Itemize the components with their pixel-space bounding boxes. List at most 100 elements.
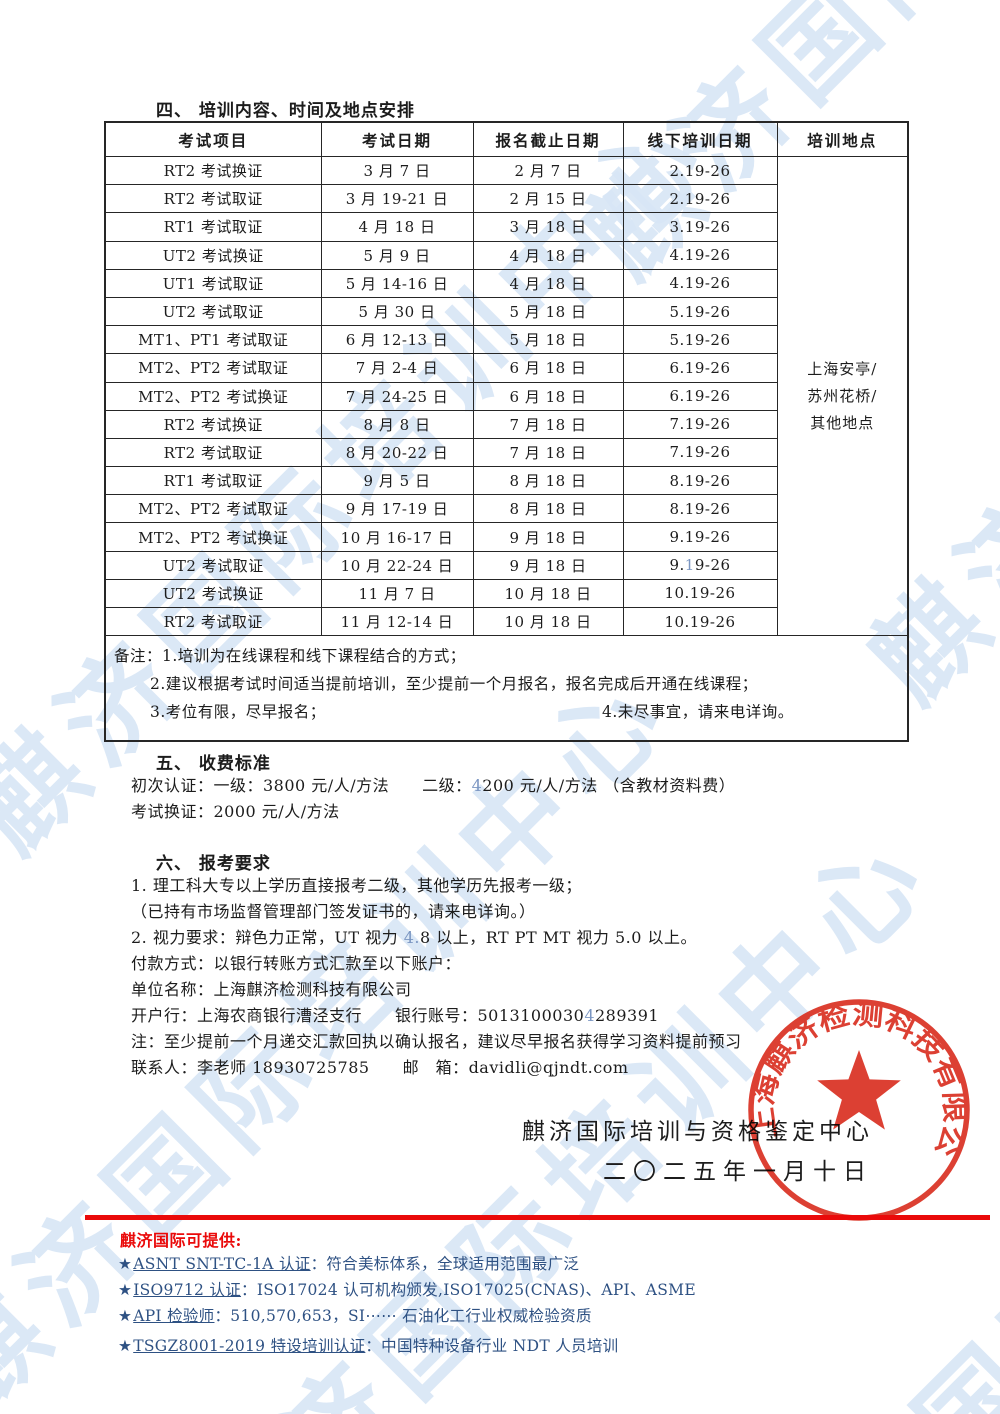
table-cell-offline: 9.19-26 xyxy=(622,550,778,580)
footer-divider-line xyxy=(85,1215,990,1220)
footer-item-tsgz: ★TSGZ8001-2019 特设培训认证：中国特种设备行业 NDT 人员培训 xyxy=(118,1334,618,1356)
footer-item-lead: TSGZ8001-2019 特设培训认证 xyxy=(133,1337,366,1355)
table-cell-deadline: 4 月 18 日 xyxy=(472,240,624,270)
table-cell-deadline: 6 月 18 日 xyxy=(472,353,624,383)
note-4: 4.未尽事宜，请来电详询。 xyxy=(602,703,794,722)
table-cell-exam_date: 7 月 2-4 日 xyxy=(320,353,474,383)
table-cell-offline: 2.19-26 xyxy=(622,155,778,186)
table-row: RT2 考试取证 11 月 12-14 日 10 月 18 日 10.19-26 xyxy=(104,606,908,637)
fee-line-renewal: 考试换证：2000 元/人/方法 xyxy=(131,802,340,821)
table-cell-item: UT1 考试取证 xyxy=(104,268,322,298)
table-cell-deadline: 7 月 18 日 xyxy=(472,437,624,468)
table-cell-exam_date: 3 月 19-21 日 xyxy=(320,184,474,214)
table-cell-location-merged: 上海安亭/苏州花桥/其他地点 xyxy=(776,155,909,637)
bank-prefix: 开户行：上海农商银行漕泾支行 银行账号：5013100030 xyxy=(131,1006,585,1025)
table-cell-exam_date: 5 月 9 日 xyxy=(320,240,474,270)
stamp-star-icon xyxy=(817,1050,901,1130)
fee-initial-prefix: 初次认证：一级：3800 元/人/方法 二级： xyxy=(131,776,472,795)
contact-line: 联系人：李老师 18930725785 邮 箱：davidli@qjndt.co… xyxy=(131,1058,629,1077)
table-cell-offline: 10.19-26 xyxy=(622,578,778,609)
section6-title: 六、 报考要求 xyxy=(156,854,271,874)
signature-date: 二〇二五年一月十日 xyxy=(603,1159,873,1185)
table-cell-item: UT2 考试换证 xyxy=(104,240,322,270)
vision-edited-digit: 4. xyxy=(403,928,420,947)
table-cell-offline: 6.19-26 xyxy=(622,381,778,411)
table-cell-offline: 3.19-26 xyxy=(622,212,778,242)
table-cell-item: RT2 考试取证 xyxy=(104,184,322,214)
table-cell-item: MT1、PT1 考试取证 xyxy=(104,325,322,355)
footer-item-asnt: ★ASNT SNT-TC-1A 认证：符合美标体系，全球适用范围最广泛 xyxy=(118,1252,579,1274)
table-cell-exam_date: 5 月 14-16 日 xyxy=(320,268,474,298)
footer-item-lead: ISO9712 认证 xyxy=(133,1281,242,1299)
table-cell-offline: 7.19-26 xyxy=(622,437,778,468)
star-icon: ★ xyxy=(118,1337,133,1355)
payment-method-line: 付款方式：以银行转账方式汇款至以下账户： xyxy=(131,954,462,973)
table-cell-exam_date: 3 月 7 日 xyxy=(320,155,474,186)
footer-item-rest: ：510,570,653，SI⋯⋯ 石油化工行业权威检验资质 xyxy=(214,1307,592,1325)
table-cell-item: RT1 考试取证 xyxy=(104,212,322,242)
table-cell-item: MT2、PT2 考试换证 xyxy=(104,522,322,552)
table-cell-item: UT2 考试取证 xyxy=(104,550,322,580)
table-cell-item: UT2 考试取证 xyxy=(104,296,322,327)
table-cell-deadline: 2 月 7 日 xyxy=(472,155,624,186)
table-row: UT2 考试换证 11 月 7 日 10 月 18 日 10.19-26 xyxy=(104,578,908,609)
bank-suffix: 289391 xyxy=(595,1006,660,1025)
table-header-row: 考试项目 考试日期 报名截止日期 线下培训日期 培训地点 xyxy=(104,121,909,157)
table-cell-offline: 7.19-26 xyxy=(622,409,778,439)
footer-item-lead: API 检验师 xyxy=(133,1307,215,1325)
notes-row: 备注：1.培训为在线课程和线下课程结合的方式； 2.建议根据考试时间适当提前培训… xyxy=(104,635,909,742)
account-edited-digit: 4 xyxy=(584,1006,595,1025)
table-cell-offline: 5.19-26 xyxy=(622,325,778,355)
table-cell-item: MT2、PT2 考试取证 xyxy=(104,353,322,383)
table-cell-offline: 8.19-26 xyxy=(622,466,778,496)
table-cell-exam_date: 9 月 17-19 日 xyxy=(320,494,474,524)
star-icon: ★ xyxy=(118,1255,133,1273)
req-line-existing-cert: （已持有市场监督管理部门签发证书的，请来电详询。） xyxy=(131,902,536,921)
footer-item-iso9712: ★ISO9712 认证：ISO17024 认可机构颁发,ISO17025(CNA… xyxy=(118,1278,696,1300)
note-line-1: 备注：1.培训为在线课程和线下课程结合的方式； xyxy=(114,647,466,666)
table-cell-deadline: 5 月 18 日 xyxy=(472,296,624,327)
table-cell-exam_date: 8 月 8 日 xyxy=(320,409,474,439)
table-cell-item: UT2 考试换证 xyxy=(104,578,322,609)
table-cell-exam_date: 7 月 24-25 日 xyxy=(320,381,474,411)
section5-title: 五、 收费标准 xyxy=(156,754,271,774)
fee-initial-suffix: 200 元/人/方法 （含教材资料费） xyxy=(482,776,736,795)
footer-item-rest: ：中国特种设备行业 NDT 人员培训 xyxy=(365,1337,619,1355)
section4-title: 四、 培训内容、时间及地点安排 xyxy=(156,101,415,121)
table-cell-offline: 9.19-26 xyxy=(622,522,778,552)
req-line-vision: 2. 视力要求：辩色力正常，UT 视力 4.8 以上，RT PT MT 视力 5… xyxy=(131,928,697,948)
table-cell-offline: 2.19-26 xyxy=(622,184,778,214)
vision-suffix: 8 以上，RT PT MT 视力 5.0 以上。 xyxy=(419,928,698,947)
table-cell-deadline: 8 月 18 日 xyxy=(472,494,624,524)
bank-account-line: 开户行：上海农商银行漕泾支行 银行账号：50131000304289391 xyxy=(131,1006,659,1026)
req-line-education: 1. 理工科大专以上学历直接报考二级，其他学历先报考一级； xyxy=(131,876,582,895)
note-line-2: 2.建议根据考试时间适当提前培训，至少提前一个月报名，报名完成后开通在线课程； xyxy=(150,675,758,694)
table-cell-item: MT2、PT2 考试换证 xyxy=(104,381,322,411)
table-cell-deadline: 10 月 18 日 xyxy=(472,578,624,609)
table-cell-item: RT2 考试换证 xyxy=(104,409,322,439)
star-icon: ★ xyxy=(118,1281,133,1299)
table-cell-deadline: 2 月 15 日 xyxy=(472,184,624,214)
table-cell-exam_date: 10 月 22-24 日 xyxy=(320,550,474,580)
footer-item-api: ★API 检验师：510,570,653，SI⋯⋯ 石油化工行业权威检验资质 xyxy=(118,1304,592,1326)
table-cell-offline: 10.19-26 xyxy=(622,606,778,637)
table-cell-deadline: 5 月 18 日 xyxy=(472,325,624,355)
company-name-line: 单位名称：上海麒济检测科技有限公司 xyxy=(131,980,412,999)
company-seal-stamp: 上海麒济检测科技有限公司 xyxy=(728,998,970,1221)
table-cell-exam_date: 11 月 7 日 xyxy=(320,578,474,609)
table-cell-exam_date: 5 月 30 日 xyxy=(320,296,474,327)
table-cell-deadline: 4 月 18 日 xyxy=(472,268,624,298)
table-cell-item: RT1 考试取证 xyxy=(104,466,322,496)
